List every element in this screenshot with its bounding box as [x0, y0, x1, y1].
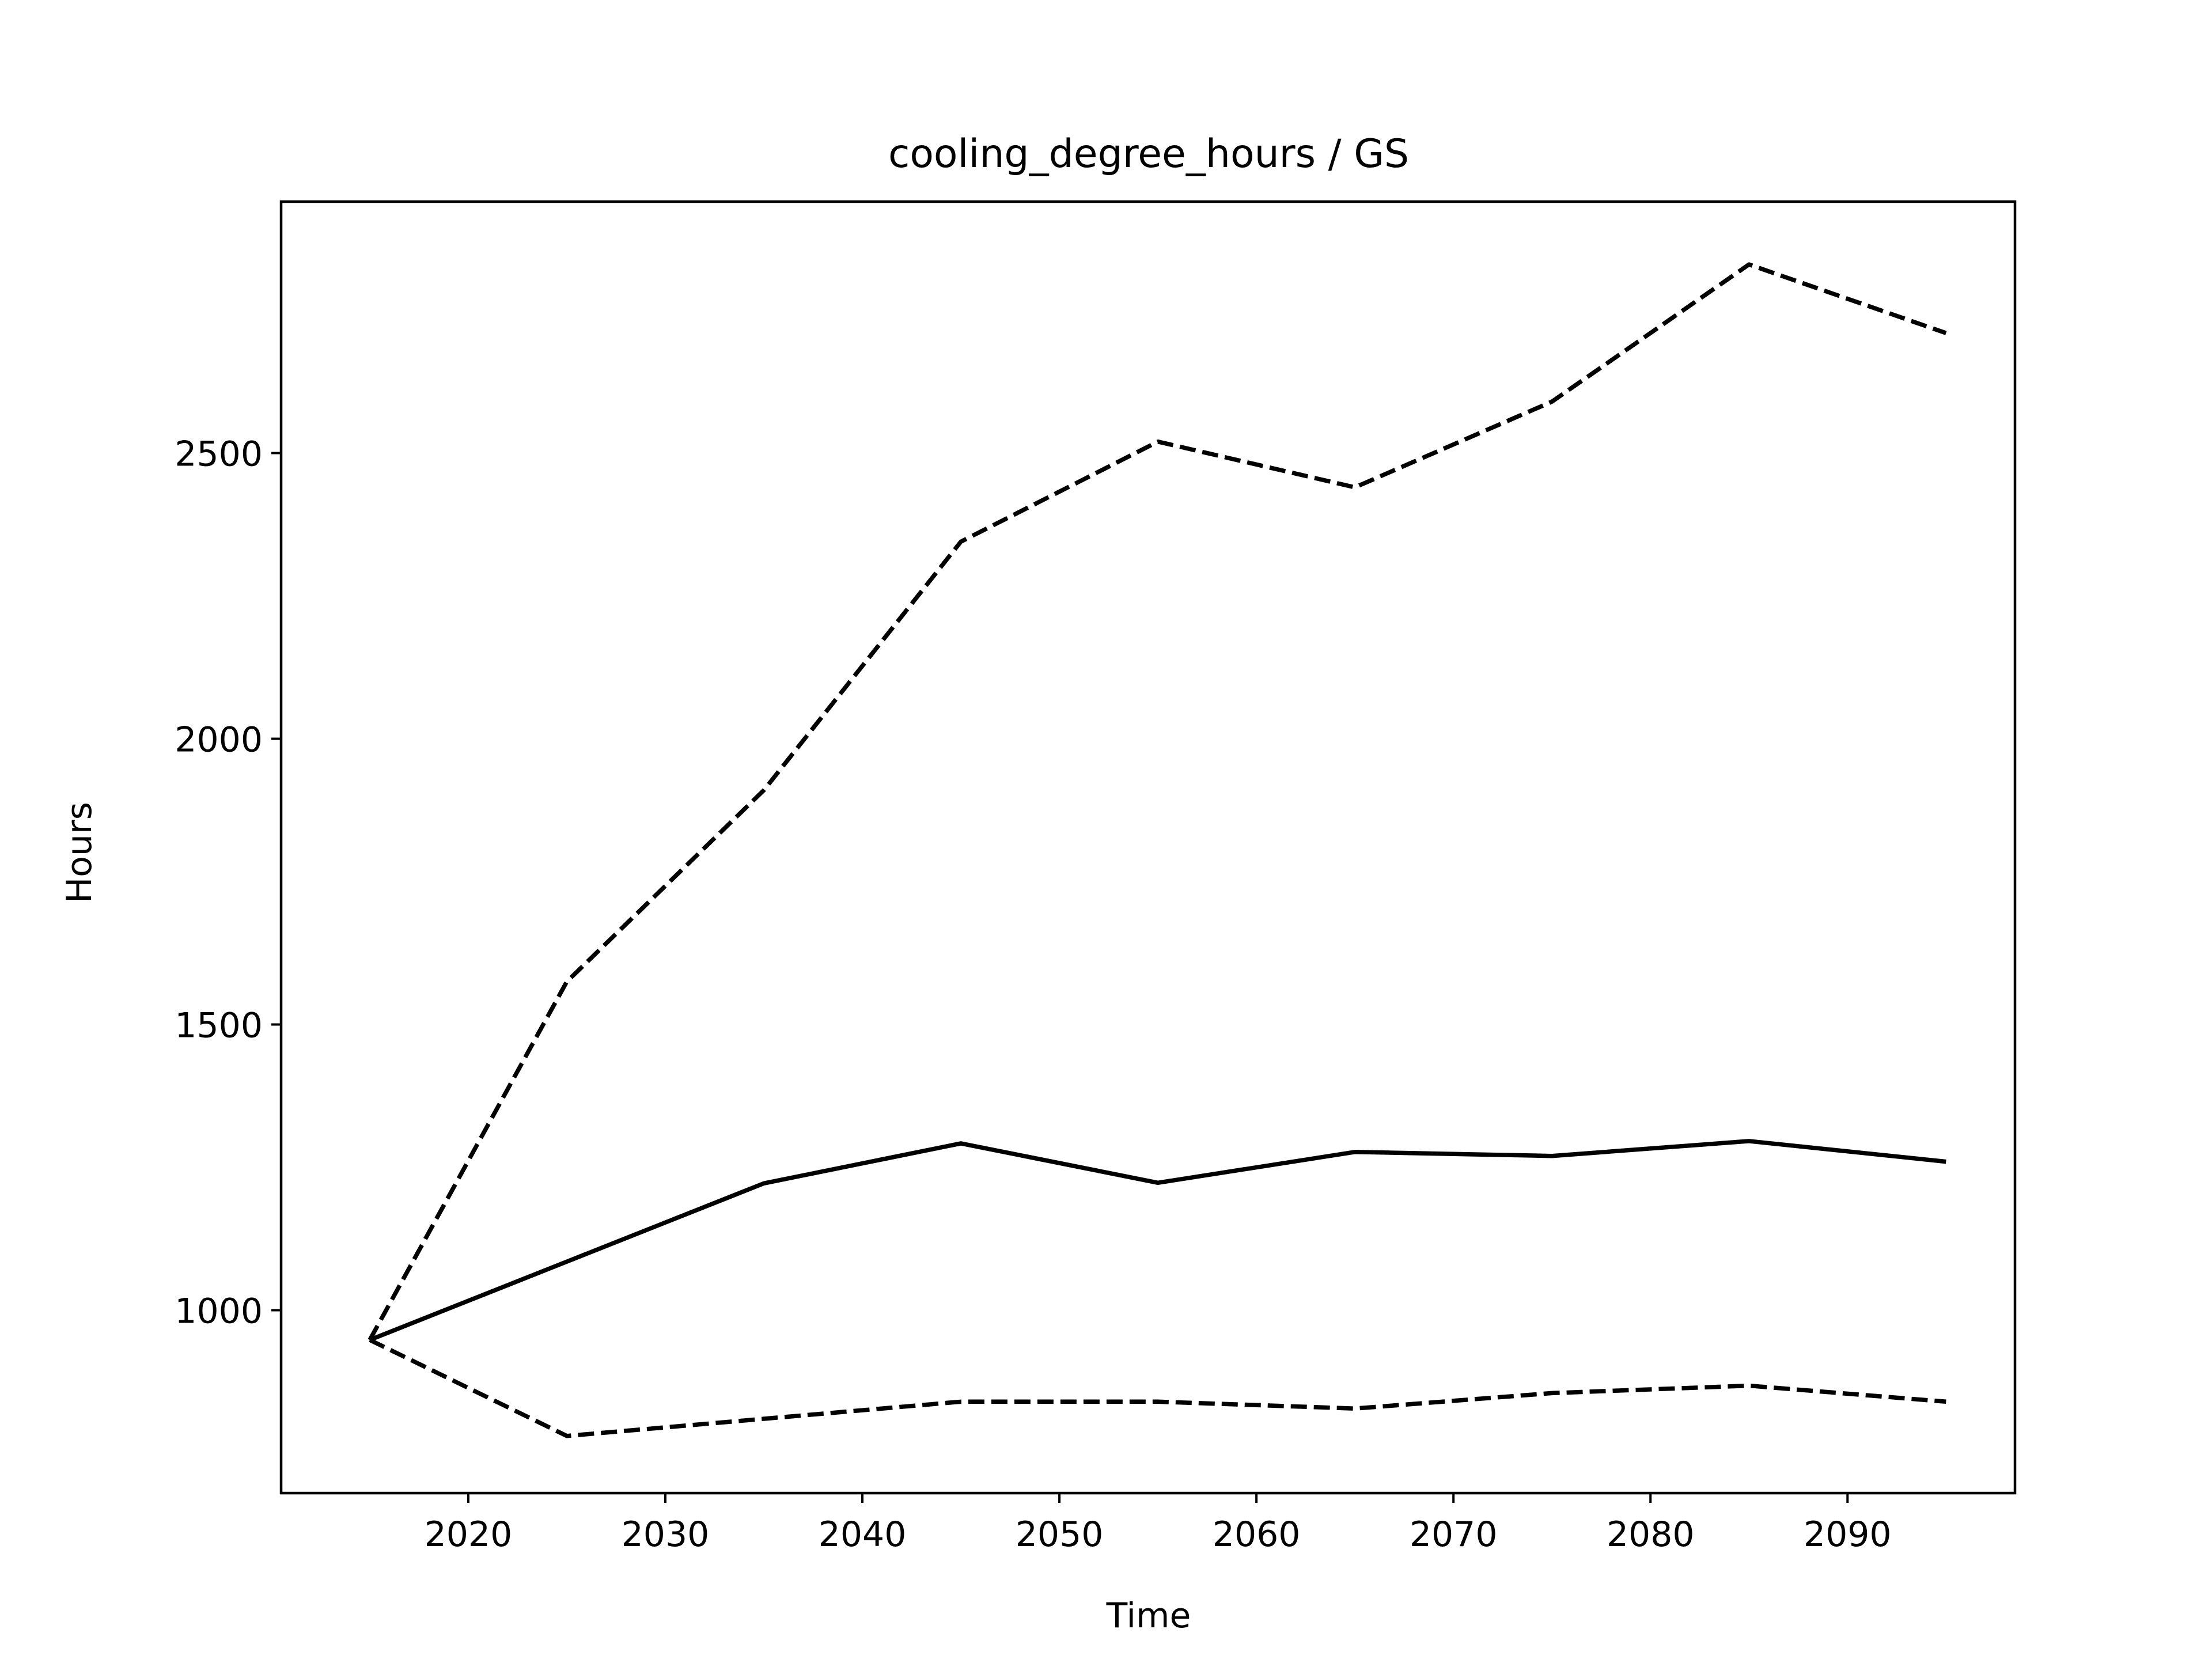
plot-lines	[368, 262, 1947, 1438]
x-tick-label: 2080	[1607, 1514, 1695, 1555]
x-axis-label: Time	[1106, 1596, 1191, 1636]
x-tick-label: 2050	[1016, 1514, 1104, 1555]
x-tick-label: 2030	[622, 1514, 710, 1555]
y-tick-label: 2000	[175, 720, 263, 760]
plot-frame	[279, 200, 2017, 1495]
series-line-1	[368, 262, 1947, 1341]
x-tick-label: 2060	[1213, 1514, 1301, 1555]
y-tick-label: 2500	[175, 434, 263, 474]
x-tick-label: 2090	[1804, 1514, 1892, 1555]
x-tick-label: 2020	[425, 1514, 513, 1555]
y-tick-label: 1000	[175, 1291, 263, 1332]
chart-title: cooling_degree_hours / GS	[888, 131, 1409, 177]
x-tick-label: 2070	[1410, 1514, 1498, 1555]
x-axis: 2020 2030 2040 2050 2060 2070 2080 2090	[425, 1493, 1892, 1555]
y-axis-label: Hours	[59, 802, 100, 903]
x-tick-label: 2040	[819, 1514, 907, 1555]
series-line-3	[369, 1338, 1946, 1438]
y-axis: 1000 1500 2000 2500	[175, 434, 281, 1332]
y-tick-label: 1500	[175, 1006, 263, 1046]
series-line-2	[369, 1139, 1946, 1342]
